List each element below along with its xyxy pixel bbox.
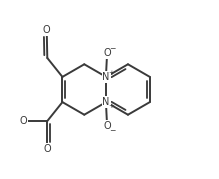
Text: +: + xyxy=(108,70,114,76)
Text: −: − xyxy=(109,126,115,135)
Text: O: O xyxy=(43,25,51,35)
Text: N: N xyxy=(102,97,110,107)
Text: O: O xyxy=(103,121,111,131)
Text: O: O xyxy=(103,48,111,58)
Text: O: O xyxy=(19,116,27,126)
Text: O: O xyxy=(44,144,51,154)
Text: N: N xyxy=(102,72,110,82)
Text: +: + xyxy=(108,103,114,109)
Text: −: − xyxy=(109,44,115,53)
